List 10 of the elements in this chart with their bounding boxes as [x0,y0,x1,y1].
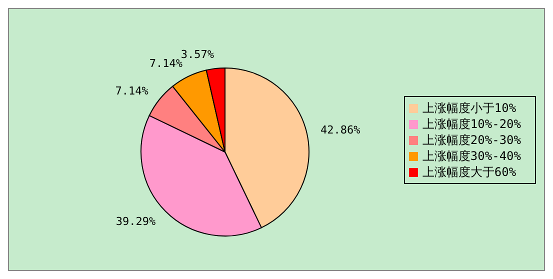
data-label: 3.57% [180,48,214,62]
data-label: 42.86% [320,124,361,137]
data-label: 39.29% [116,214,156,228]
data-label: 7.14% [149,57,183,70]
legend-label: 上涨幅度30%-40% [422,148,521,162]
legend-label: 上涨幅度10%-20% [422,116,521,130]
data-label: 7.14% [115,84,149,98]
legend-label: 上涨幅度小于10% [422,100,516,114]
legend-label: 上涨幅度大于60% [422,164,516,178]
legend-label: 上涨幅度20%-30% [422,132,521,146]
